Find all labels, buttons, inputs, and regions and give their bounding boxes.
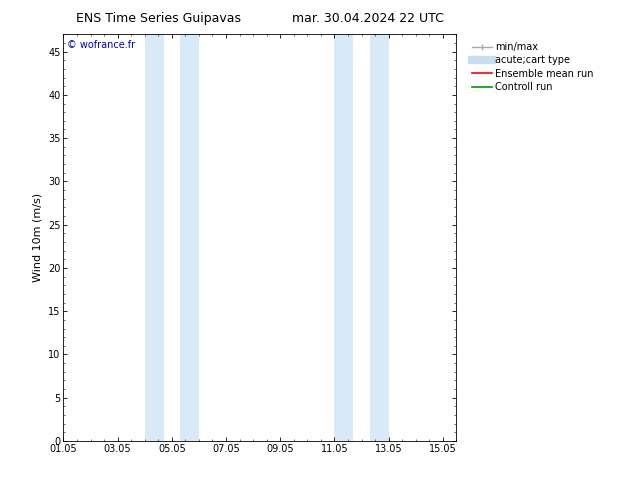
Bar (180, 34, 199, 441)
Y-axis label: Wind 10m (m/s): Wind 10m (m/s) (32, 193, 42, 282)
Bar (145, 34, 164, 441)
Bar (335, 34, 354, 441)
Text: mar. 30.04.2024 22 UTC: mar. 30.04.2024 22 UTC (292, 12, 444, 25)
Legend: min/max, acute;cart type, Ensemble mean run, Controll run: min/max, acute;cart type, Ensemble mean … (469, 39, 597, 95)
Text: © wofrance.fr: © wofrance.fr (67, 40, 136, 50)
Bar (370, 34, 389, 441)
Text: ENS Time Series Guipavas: ENS Time Series Guipavas (76, 12, 241, 25)
